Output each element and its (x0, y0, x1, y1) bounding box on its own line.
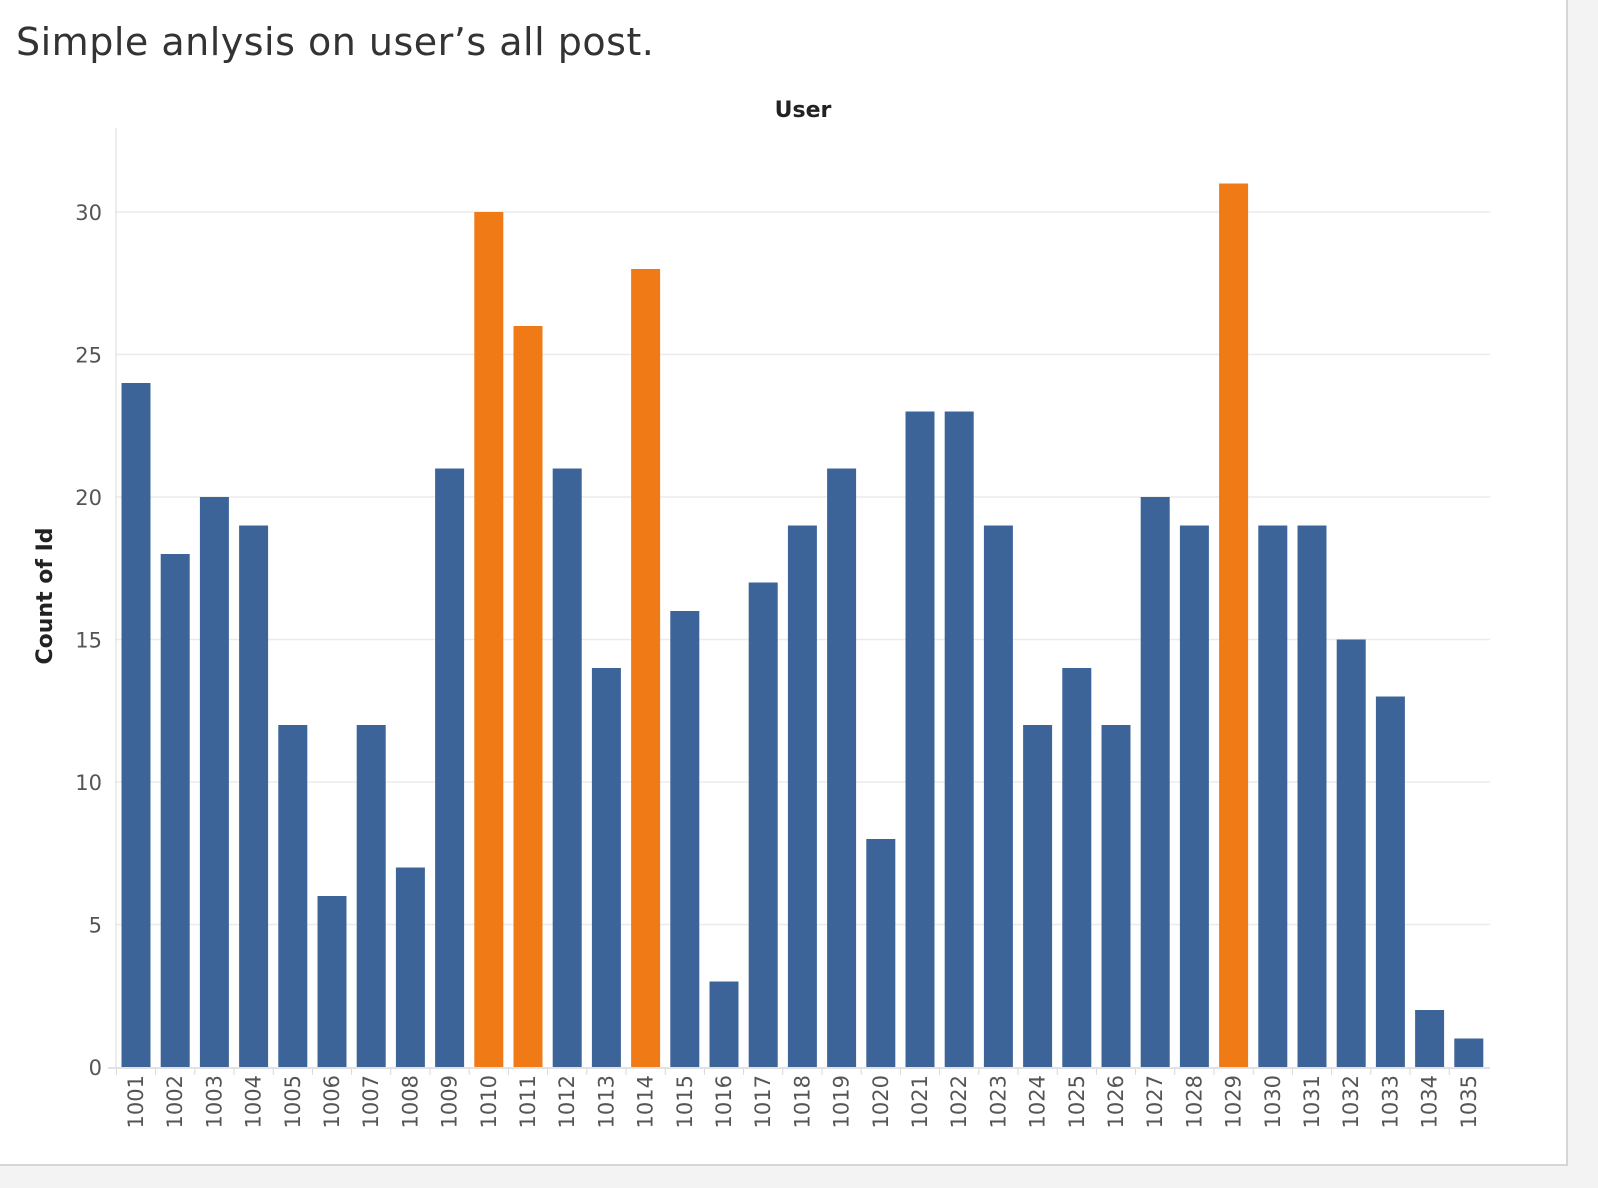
x-tick-label: 1008 (398, 1075, 422, 1128)
x-tick-label: 1024 (1026, 1075, 1050, 1128)
x-tick-label: 1035 (1457, 1075, 1481, 1128)
bar-1005[interactable] (278, 725, 308, 1067)
x-tick-label: 1003 (202, 1075, 226, 1128)
bar-1001[interactable] (121, 383, 151, 1067)
bar-1007[interactable] (356, 725, 386, 1067)
bar-1034[interactable] (1415, 1010, 1445, 1067)
bar-1003[interactable] (199, 497, 229, 1067)
bar-1025[interactable] (1062, 668, 1092, 1067)
x-tick-label: 1015 (673, 1075, 697, 1128)
page-title: Simple anlysis on user’s all post. (16, 20, 655, 64)
x-tick-label: 1009 (438, 1075, 462, 1128)
bar-1012[interactable] (552, 468, 582, 1068)
x-tick-label: 1014 (634, 1075, 658, 1128)
bottom-border (0, 1164, 1568, 1166)
x-tick-label: 1029 (1222, 1075, 1246, 1128)
y-tick-label: 10 (75, 771, 102, 795)
x-tick-label: 1010 (477, 1075, 501, 1128)
x-axis-title: User (775, 98, 832, 123)
y-tick-label: 25 (75, 344, 102, 368)
x-tick-label: 1027 (1143, 1075, 1167, 1128)
y-tick-label: 30 (75, 201, 102, 225)
bar-1019[interactable] (827, 468, 857, 1068)
bar-1027[interactable] (1140, 497, 1170, 1067)
x-tick-label: 1012 (555, 1075, 579, 1128)
x-tick-label: 1005 (281, 1075, 305, 1128)
bottom-margin (0, 1166, 1598, 1188)
bar-1002[interactable] (160, 554, 190, 1067)
x-tick-label: 1032 (1339, 1075, 1363, 1128)
x-tick-label: 1019 (830, 1075, 854, 1128)
x-tick-label: 1007 (359, 1075, 383, 1128)
x-tick-label: 1030 (1261, 1075, 1285, 1128)
bar-1016[interactable] (709, 981, 739, 1068)
x-tick-label: 1023 (986, 1075, 1010, 1128)
bar-1009[interactable] (435, 468, 465, 1068)
bar-1013[interactable] (591, 668, 621, 1067)
bar-1022[interactable] (944, 411, 974, 1068)
bar-1017[interactable] (748, 582, 778, 1068)
x-tick-label: 1021 (908, 1075, 932, 1128)
y-tick-label: 0 (89, 1056, 102, 1080)
bar-1008[interactable] (395, 867, 425, 1068)
bar-1033[interactable] (1375, 696, 1405, 1068)
bar-1004[interactable] (239, 525, 269, 1068)
x-tick-label: 1025 (1065, 1075, 1089, 1128)
bar-1024[interactable] (1023, 725, 1053, 1067)
x-tick-label: 1016 (712, 1075, 736, 1128)
y-tick-label: 5 (89, 914, 102, 938)
bar-1014[interactable] (631, 269, 661, 1067)
x-tick-label: 1001 (124, 1075, 148, 1128)
bar-1035[interactable] (1454, 1038, 1484, 1068)
bar-1030[interactable] (1258, 525, 1288, 1068)
bar-1020[interactable] (866, 839, 896, 1067)
bar-1023[interactable] (983, 525, 1013, 1068)
bar-1026[interactable] (1101, 725, 1131, 1067)
x-tick-label: 1022 (947, 1075, 971, 1128)
right-border (1566, 0, 1568, 1166)
bar-1011[interactable] (513, 326, 543, 1067)
x-tick-label: 1011 (516, 1075, 540, 1128)
bar-1029[interactable] (1219, 183, 1249, 1068)
bar-1010[interactable] (474, 212, 504, 1067)
bar-1021[interactable] (905, 411, 935, 1068)
x-tick-label: 1026 (1104, 1075, 1128, 1128)
y-axis-title: Count of Id (33, 527, 58, 664)
bar-1006[interactable] (317, 896, 347, 1067)
right-margin (1568, 0, 1598, 1166)
x-tick-label: 1020 (869, 1075, 893, 1128)
axes (108, 128, 1490, 1075)
x-tick-label: 1018 (790, 1075, 814, 1128)
x-tick-label: 1031 (1300, 1075, 1324, 1128)
x-tick-label: 1002 (163, 1075, 187, 1128)
bar-1015[interactable] (670, 611, 700, 1067)
bars (121, 183, 1484, 1068)
bar-1018[interactable] (787, 525, 817, 1068)
x-tick-label: 1034 (1418, 1075, 1442, 1128)
x-tick-labels: 1001 1002 1003 1004 1005 1006 1007 1008 1009 1010… (124, 1075, 1481, 1128)
bar-1032[interactable] (1336, 639, 1366, 1068)
x-tick-label: 1017 (751, 1075, 775, 1128)
x-tick-label: 1013 (594, 1075, 618, 1128)
bar-1028[interactable] (1179, 525, 1209, 1068)
x-tick-label: 1028 (1182, 1075, 1206, 1128)
y-tick-label: 15 (75, 629, 102, 653)
bar-1031[interactable] (1297, 525, 1327, 1068)
x-tick-label: 1033 (1378, 1075, 1402, 1128)
x-tick-label: 1004 (242, 1075, 266, 1128)
y-tick-label: 20 (75, 486, 102, 510)
x-tick-label: 1006 (320, 1075, 344, 1128)
y-tick-labels: 0 5 10 15 20 25 30 (75, 201, 102, 1080)
